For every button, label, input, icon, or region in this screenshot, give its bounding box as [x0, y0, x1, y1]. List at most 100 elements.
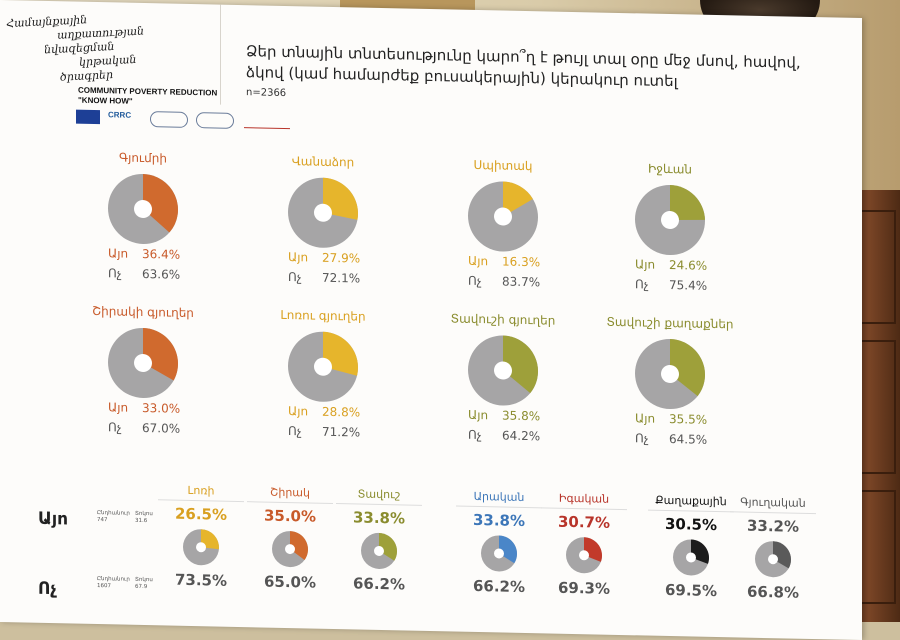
no-label: Ոչ [468, 273, 482, 289]
region-pie-card: Շիրակի գյուղեր Այո 33.0% Ոչ 67.0% [68, 303, 218, 436]
yes-row: Այո 33.0% [108, 400, 180, 416]
no-value: 71.2% [322, 424, 361, 440]
yes-row: Այո 35.8% [468, 408, 540, 424]
no-label: Ոչ [468, 427, 482, 443]
breakdown-yes-value: 30.7% [557, 512, 611, 532]
region-pie-chart [108, 173, 178, 245]
breakdown-column: Արական 33.8% 66.2% [456, 490, 542, 597]
pie-center-hole [661, 211, 679, 230]
breakdown-column: Գյուղական 33.2% 66.8% [730, 495, 816, 602]
no-row: Ոչ 72.1% [288, 270, 360, 286]
region-pie-card: Տավուշի քաղաքներ Այո 35.5% Ոչ 64.5% [595, 314, 745, 447]
breakdown-name: Քաղաքային [655, 493, 727, 509]
breakdown-column: Շիրակ 35.0% 65.0% [247, 485, 333, 592]
pie-yes-slice [503, 335, 538, 394]
no-row: Ոչ 71.2% [288, 424, 360, 440]
yes-row: Այո 24.6% [635, 257, 707, 273]
breakdown-yes-value: 35.0% [263, 506, 317, 526]
region-pie-chart [288, 331, 358, 402]
breakdown-no-value: 69.3% [557, 578, 611, 598]
region-pie-chart [468, 181, 538, 252]
pie-center-hole [314, 357, 332, 376]
breakdown-name: Շիրակ [270, 485, 310, 500]
poster-board: Համայնքային աղքատության նվազեցման կրթակա… [0, 0, 862, 640]
yes-label: Այո [468, 407, 489, 423]
pie-center-hole [134, 199, 152, 218]
no-label: Ոչ [635, 431, 649, 446]
pie-yes-slice [201, 529, 219, 550]
pie-yes-slice [670, 339, 705, 397]
breakdown-name: Արական [473, 489, 525, 504]
pie-center-hole [686, 552, 696, 563]
yes-label: Այո [635, 411, 656, 426]
breakdown-pie-chart [481, 535, 517, 572]
pie-yes-slice [379, 532, 397, 561]
yes-row: Այո 16.3% [468, 254, 540, 270]
breakdown-no-value: 66.2% [352, 574, 406, 594]
no-total-note: Ընդհանուր 1607 [97, 576, 130, 590]
yes-label: Այո [288, 404, 309, 419]
breakdown-no-value: 69.5% [664, 580, 718, 601]
no-row: Ոչ 67.0% [108, 420, 180, 436]
header-divider [220, 4, 221, 105]
breakdown-pie-chart [673, 539, 709, 576]
pie-center-hole [196, 542, 206, 553]
project-logo-script: Համայնքային աղքատության նվազեցման կրթակա… [5, 13, 145, 84]
no-row: Ոչ 75.4% [635, 277, 707, 293]
region-name: Վանաձոր [291, 154, 355, 170]
region-pie-chart [288, 177, 358, 248]
region-pie-card: Գյումրի Այո 36.4% Ոչ 63.6% [68, 149, 218, 282]
pie-center-hole [494, 207, 512, 226]
region-pie-card: Սպիտակ Այո 16.3% Ոչ 83.7% [428, 157, 578, 290]
region-name: Լոռու գյուղեր [280, 307, 366, 324]
region-name: Շիրակի գյուղեր [92, 303, 194, 321]
pie-yes-slice [499, 535, 517, 564]
partner-logo-5 [244, 113, 290, 130]
yes-value: 16.3% [502, 254, 541, 270]
no-label: Ոչ [635, 277, 649, 292]
no-value: 64.5% [669, 432, 708, 447]
pie-yes-slice [290, 531, 308, 560]
pie-center-hole [768, 554, 778, 565]
survey-question: Ձեր տնային տնտեսությունը կարո՞ղ է թույլ … [246, 42, 801, 91]
pie-yes-slice [143, 173, 178, 233]
no-row: Ոչ 64.2% [468, 428, 540, 444]
no-percent-note: Տոկոս 67.9 [135, 576, 153, 591]
breakdown-name: Իգական [558, 491, 610, 506]
yes-row: Այո 28.8% [288, 404, 360, 420]
no-value: 63.6% [142, 266, 181, 282]
bottom-breakdown-row: Լոռի 26.5% 73.5% Շիրակ 35.0% 65.0% Տավուշ 33.8%… [0, 0, 862, 602]
no-label: Ոչ [108, 266, 122, 281]
region-pie-chart [635, 339, 705, 410]
sample-size: n=2366 [246, 87, 287, 99]
region-name: Տավուշի քաղաքներ [606, 314, 734, 332]
pie-yes-slice [503, 181, 533, 217]
breakdown-yes-value: 30.5% [664, 514, 718, 535]
yes-label: Այո [635, 257, 656, 272]
breakdown-yes-value: 33.8% [472, 510, 526, 530]
region-name: Տավուշի գյուղեր [450, 311, 556, 328]
partner-logo-3 [150, 111, 188, 128]
region-pie-chart [635, 185, 705, 256]
bottom-no-label: Ոչ [38, 578, 57, 600]
pie-center-hole [494, 361, 512, 380]
breakdown-column: Տավուշ 33.8% 66.2% [336, 487, 422, 594]
region-name: Գյումրի [119, 150, 167, 166]
pie-yes-slice [323, 331, 358, 376]
breakdown-no-value: 65.0% [263, 572, 317, 592]
no-value: 64.2% [502, 428, 541, 444]
region-pie-grid: Գյումրի Այո 36.4% Ոչ 63.6% Վանաձոր Այո 27.9% Ոչ 7… [0, 0, 862, 446]
yes-row: Այո 35.5% [635, 411, 707, 427]
pie-center-hole [285, 544, 295, 555]
pie-center-hole [314, 203, 332, 222]
region-name: Սպիտակ [473, 157, 533, 174]
yes-value: 33.0% [142, 400, 181, 416]
breakdown-pie-chart [272, 531, 308, 568]
pie-center-hole [374, 545, 384, 556]
no-row: Ոչ 63.6% [108, 266, 180, 282]
region-pie-card: Լոռու գյուղեր Այո 28.8% Ոչ 71.2% [248, 307, 398, 440]
partner-logo-4 [196, 112, 234, 129]
yes-value: 28.8% [322, 404, 361, 420]
no-label: Ոչ [108, 420, 122, 435]
yes-label: Այո [108, 400, 129, 415]
